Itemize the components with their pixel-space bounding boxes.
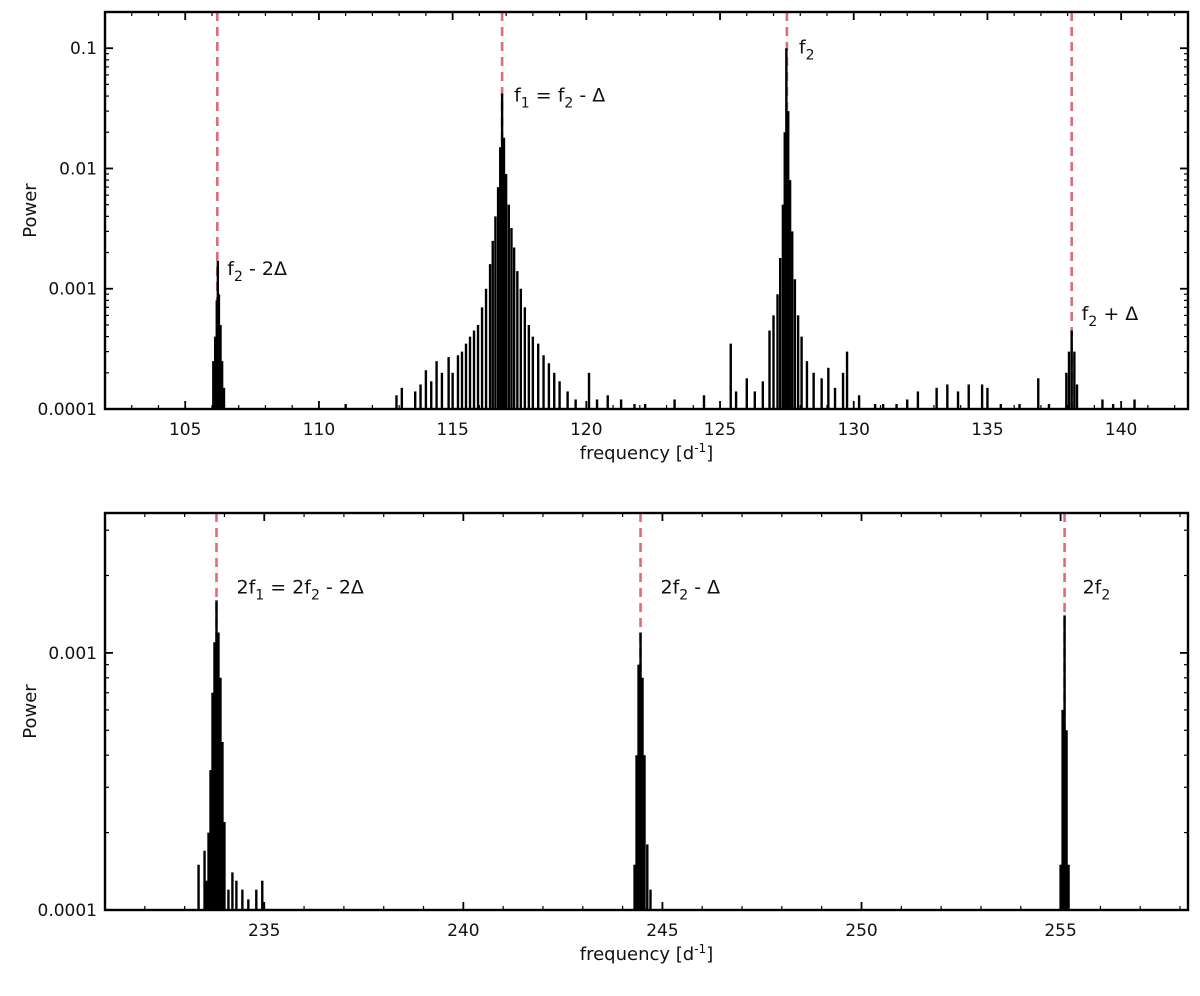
x-tick-label: 120: [570, 420, 602, 440]
x-axis-label-text: frequency [d: [580, 443, 694, 464]
plot-frame: [103, 10, 1190, 411]
annotation-subscript: 2: [1088, 314, 1097, 330]
annotation-text: - Δ: [688, 577, 720, 599]
x-tick-label: 140: [1105, 420, 1137, 440]
x-tick-label: 125: [704, 420, 736, 440]
x-tick-label: 255: [1044, 921, 1076, 941]
x-axis-label-sup: -1: [694, 942, 706, 956]
y-tick-label: 0.0001: [38, 901, 97, 921]
x-tick-label: 115: [436, 420, 468, 440]
peak-annotation: 2f2: [1083, 577, 1111, 604]
top-panel: 105 110 115 120 125 130 135 140 0.0001 0.001 0.01 0…: [20, 10, 1190, 464]
annotation-subscript: 2: [1101, 588, 1110, 604]
annotation-text: f: [799, 37, 807, 59]
annotation-text: = 2f: [264, 577, 312, 599]
x-tick-label: 130: [838, 420, 870, 440]
annotation-text: - Δ: [573, 85, 605, 107]
annotation-text: = f: [530, 85, 566, 107]
y-tick-label: 0.1: [70, 39, 97, 59]
annotation-text: - 2Δ: [320, 577, 364, 599]
x-tick-label: 240: [447, 921, 479, 941]
peak-annotation: 2f2 - Δ: [661, 577, 721, 604]
annotation-text: 2f: [1083, 577, 1103, 599]
x-axis-label-end: ]: [706, 944, 713, 965]
bottom-panel: 235 240 245 250 255 0.0001 0.001 frequency [d-1…: [20, 511, 1190, 965]
annotation-text: + Δ: [1097, 303, 1138, 325]
x-axis-label-text: frequency [d: [580, 944, 694, 965]
x-axis-label-sup: -1: [694, 441, 706, 455]
y-tick-label: 0.0001: [38, 400, 97, 420]
annotation-text: 2f: [661, 577, 681, 599]
annotation-text: f: [514, 85, 522, 107]
x-axis-label: frequency [d-1]: [580, 942, 713, 965]
y-tick-label: 0.001: [48, 280, 97, 300]
annotation-text: - 2Δ: [243, 258, 287, 280]
x-tick-label: 245: [646, 921, 678, 941]
annotation-subscript: 2: [806, 48, 815, 64]
annotation-subscript: 1: [521, 96, 530, 112]
peak-annotation: f2: [799, 37, 815, 64]
peak-annotation: f1 = f2 - Δ: [514, 85, 605, 112]
annotation-text: 2f: [236, 577, 256, 599]
x-tick-label: 250: [845, 921, 877, 941]
y-axis-label: Power: [20, 684, 41, 739]
x-tick-label: 235: [248, 921, 280, 941]
y-axis-label: Power: [20, 183, 41, 238]
peak-annotation: 2f1 = 2f2 - 2Δ: [236, 577, 363, 604]
annotation-subscript: 2: [234, 269, 243, 285]
y-tick-label: 0.001: [48, 644, 97, 664]
annotation-subscript: 2: [564, 96, 573, 112]
x-axis-label-end: ]: [706, 443, 713, 464]
x-tick-label: 110: [303, 420, 335, 440]
annotation-text: f: [1082, 303, 1090, 325]
x-axis-label: frequency [d-1]: [580, 441, 713, 464]
x-tick-label: 105: [169, 420, 201, 440]
annotation-subscript: 2: [679, 588, 688, 604]
y-tick-label: 0.01: [59, 159, 97, 179]
annotation-subscript: 2: [311, 588, 320, 604]
peak-annotation: f2 + Δ: [1082, 303, 1139, 330]
annotation-subscript: 1: [255, 588, 264, 604]
plot-frame: [103, 511, 1190, 912]
x-tick-label: 135: [971, 420, 1003, 440]
peak-annotation: f2 - 2Δ: [227, 258, 287, 285]
annotation-text: f: [227, 258, 235, 280]
